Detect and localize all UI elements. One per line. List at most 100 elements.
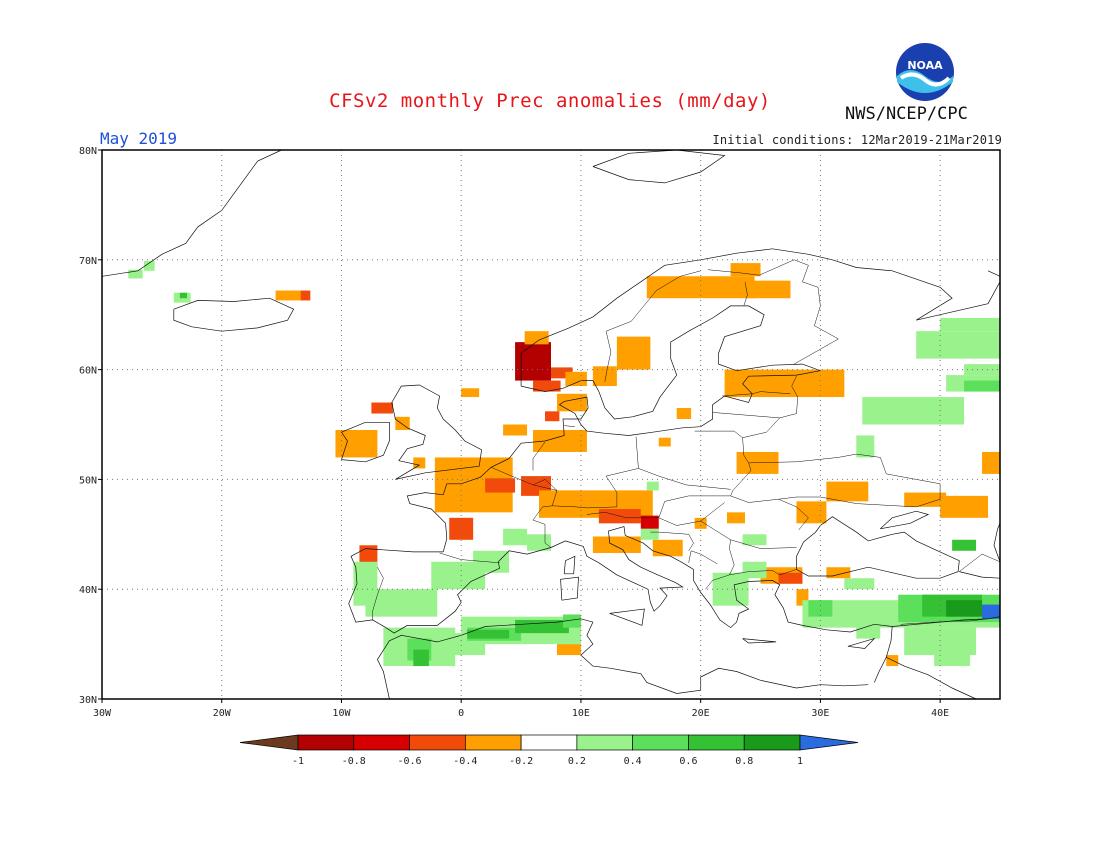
coastline [560,576,579,601]
initial-conditions: Initial conditions: 12Mar2019-21Mar2019 [712,133,1002,147]
anomaly-cell [485,478,516,493]
legend-label: -1 [292,756,304,767]
map-title: CFSv2 monthly Prec anomalies (mm/day) [329,90,771,112]
country-border [650,531,694,551]
country-border [705,539,735,590]
anomaly-cell [640,528,659,540]
anomaly-cell [652,539,683,557]
coastline [391,384,482,480]
anomaly-cell [826,481,869,502]
anomaly-cell [371,402,393,414]
coastline [880,510,930,530]
coastline [959,571,1001,579]
anomaly-cell [556,393,587,412]
anomaly-cell [640,515,659,529]
anomaly-cell [742,561,767,579]
anomaly-cell [365,589,438,617]
country-border [793,265,839,365]
legend-label: 0.4 [624,756,642,767]
lat-tick-label: 40N [79,585,97,596]
legend-label: -0.8 [342,756,366,767]
anomaly-cell [556,644,581,656]
anomaly-cell [565,371,587,387]
map-frame [101,149,1001,700]
agency-label: NWS/NCEP/CPC [845,104,968,124]
anomaly-cell [658,437,671,447]
anomaly-cell [515,619,569,634]
anomaly-cell [796,589,809,606]
lon-tick-label: 30E [811,708,829,719]
anomaly-cell [515,342,551,381]
anomaly-cell [916,331,1000,359]
legend-label: -0.6 [398,756,422,767]
country-border [743,281,748,306]
anomaly-cell [694,517,707,529]
lat-tick-label: 70N [79,256,97,267]
country-border [779,569,797,576]
country-border [707,259,809,276]
country-border [730,462,752,496]
anomaly-cell [844,578,875,590]
country-border [604,270,701,382]
anomaly-cell [964,380,1000,392]
anomaly-cells [128,260,1000,667]
anomaly-cell [730,263,761,277]
country-border [439,552,500,564]
anomaly-cell [646,276,755,299]
country-border [742,376,798,438]
lon-tick-label: 20W [213,708,232,719]
coastline [520,248,1001,387]
coastline [609,608,645,626]
anomaly-cell [982,604,1000,619]
anomaly-cell [128,269,143,279]
country-border [688,550,718,565]
coastline [847,637,876,649]
country-border [491,467,558,548]
anomaly-cell [940,495,989,518]
lon-tick-label: 10W [332,708,351,719]
lon-tick-label: 30W [93,708,112,719]
lon-tick-label: 40E [931,708,949,719]
legend-arrow-high [799,734,859,751]
legend-label: 0.8 [735,756,753,767]
anomaly-cell [934,649,971,667]
anomaly-cell [545,411,560,422]
legend-label: 0.6 [679,756,697,767]
anomaly-cell [503,424,528,436]
anomaly-cell [533,380,561,392]
anomaly-cell [862,397,965,425]
country-border [532,441,546,471]
lat-tick-label: 60N [79,366,97,377]
anomaly-cell [467,629,510,639]
lon-tick-label: 10E [572,708,590,719]
country-border [586,430,941,519]
legend-label: 0.2 [568,756,586,767]
legend-swatch [688,734,745,751]
coastline [563,555,576,575]
anomaly-cell [592,536,641,553]
country-border [658,502,725,526]
lat-tick-label: 30N [79,695,97,706]
country-border [372,567,384,620]
lon-tick-label: 0 [458,708,464,719]
coastline [993,523,1001,562]
coastline [796,516,960,579]
anomaly-cell [533,429,587,452]
anomaly-cell [562,614,581,628]
legend-swatch [743,734,801,751]
lat-tick-label: 50N [79,475,97,486]
country-border [778,498,809,531]
coastline [742,638,777,644]
anomaly-cell [748,280,791,299]
anomaly-cell [826,567,851,579]
anomaly-cell [646,481,659,491]
anomaly-cell [551,367,573,379]
coastline [987,270,1001,277]
legend-swatch [632,734,689,751]
anomaly-cell [904,492,947,507]
coastline [592,149,726,184]
country-border [564,425,575,427]
country-border [638,468,731,490]
legend-arrow-low [239,734,299,751]
